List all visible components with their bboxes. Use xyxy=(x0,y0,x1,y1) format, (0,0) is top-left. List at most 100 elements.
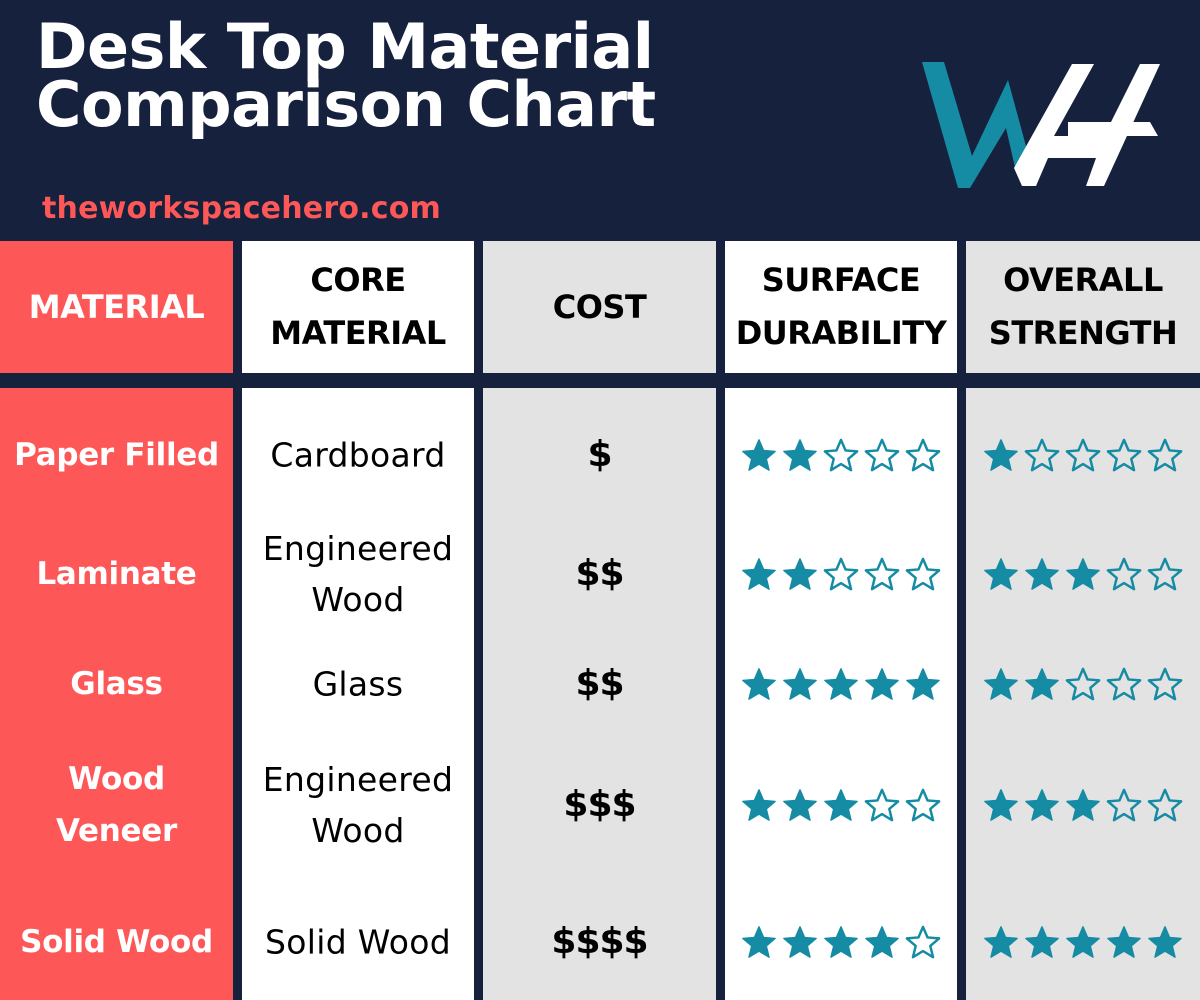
core-material-column: Cardboard Engineered Wood Glass Engineered Wo… xyxy=(242,388,474,1000)
star-rating xyxy=(982,924,1184,960)
site-url: theworkspacehero.com xyxy=(42,191,441,226)
wh-logo-icon xyxy=(922,62,1160,188)
core-material-cell-text: Solid Wood xyxy=(265,922,451,962)
material-cell: Glass xyxy=(0,658,233,710)
surface-durability-cell xyxy=(725,787,957,823)
star-filled-icon xyxy=(984,789,1018,821)
overall-strength-cell xyxy=(966,666,1200,702)
star-filled-icon xyxy=(1066,789,1100,821)
core-material-cell: Engineered Wood xyxy=(242,754,474,856)
star-filled-icon xyxy=(984,439,1018,471)
surface-durability-cell xyxy=(725,924,957,960)
material-cell-text: Glass xyxy=(70,666,163,702)
star-filled-icon xyxy=(865,668,899,700)
star-rating xyxy=(982,437,1184,473)
star-outline-icon xyxy=(864,438,900,472)
star-filled-icon xyxy=(984,926,1018,958)
star-filled-icon xyxy=(783,926,817,958)
overall-strength-cell xyxy=(966,556,1200,592)
star-filled-icon xyxy=(984,558,1018,590)
header-label: OVERALL xyxy=(1003,261,1163,299)
star-outline-icon xyxy=(1147,667,1183,701)
star-rating xyxy=(740,437,942,473)
header-banner: Desk Top Material Comparison Chart thewo… xyxy=(0,0,1200,241)
star-filled-icon xyxy=(824,789,858,821)
cost-cell-text: $$$$ xyxy=(551,921,648,962)
overall-strength-cell xyxy=(966,787,1200,823)
star-outline-icon xyxy=(905,925,941,959)
star-outline-icon xyxy=(1106,788,1142,822)
star-outline-icon xyxy=(864,557,900,591)
star-outline-icon xyxy=(1106,438,1142,472)
title-line-2: Comparison Chart xyxy=(36,68,656,141)
cost-column: $ $$ $$ $$$ $$$$ xyxy=(483,388,716,1000)
star-outline-icon xyxy=(905,788,941,822)
material-cell-text: Paper Filled xyxy=(14,437,219,473)
star-filled-icon xyxy=(1066,558,1100,590)
core-material-cell: Engineered Wood xyxy=(242,523,474,625)
core-material-cell-text: Glass xyxy=(312,664,404,704)
star-filled-icon xyxy=(783,439,817,471)
material-cell: Paper Filled xyxy=(0,429,233,481)
star-filled-icon xyxy=(783,789,817,821)
core-material-cell: Glass xyxy=(242,659,474,710)
column-header-material: MATERIAL xyxy=(0,241,233,373)
star-rating xyxy=(740,924,942,960)
surface-durability-column xyxy=(725,388,957,1000)
star-filled-icon xyxy=(783,668,817,700)
star-filled-icon xyxy=(1025,926,1059,958)
star-outline-icon xyxy=(823,557,859,591)
cost-cell-text: $ xyxy=(587,434,612,475)
star-outline-icon xyxy=(905,438,941,472)
star-rating xyxy=(740,787,942,823)
header-label: SURFACE xyxy=(761,261,921,299)
star-outline-icon xyxy=(1065,438,1101,472)
cost-cell: $$ xyxy=(483,554,716,594)
header-label: MATERIAL xyxy=(28,287,205,326)
star-filled-icon xyxy=(742,668,776,700)
star-outline-icon xyxy=(1024,438,1060,472)
star-rating xyxy=(740,556,942,592)
star-filled-icon xyxy=(1107,926,1141,958)
star-filled-icon xyxy=(742,558,776,590)
star-filled-icon xyxy=(1025,789,1059,821)
core-material-cell: Solid Wood xyxy=(242,917,474,968)
cost-cell: $$$$ xyxy=(483,922,716,962)
star-filled-icon xyxy=(1066,926,1100,958)
star-filled-icon xyxy=(824,926,858,958)
material-column: Paper Filled Laminate Glass Wood Veneer Solid… xyxy=(0,388,233,1000)
star-outline-icon xyxy=(1147,788,1183,822)
column-header-overall-strength: OVERALL STRENGTH xyxy=(966,241,1200,373)
star-filled-icon xyxy=(742,789,776,821)
star-filled-icon xyxy=(984,668,1018,700)
column-header-surface-durability: SURFACE DURABILITY xyxy=(725,241,957,373)
surface-durability-cell xyxy=(725,556,957,592)
star-outline-icon xyxy=(864,788,900,822)
header-label: DURABILITY xyxy=(735,314,947,352)
column-header-cost: COST xyxy=(483,241,716,373)
star-filled-icon xyxy=(1025,668,1059,700)
overall-strength-cell xyxy=(966,437,1200,473)
star-outline-icon xyxy=(823,438,859,472)
overall-strength-cell xyxy=(966,924,1200,960)
title-line-1: Desk Top Material xyxy=(36,10,654,83)
surface-durability-cell xyxy=(725,437,957,473)
core-material-cell-text: Engineered xyxy=(262,760,454,799)
material-cell-text: Wood xyxy=(68,761,165,797)
core-material-cell-text: Wood xyxy=(311,580,405,619)
material-cell-text: Solid Wood xyxy=(20,924,213,960)
core-material-cell: Cardboard xyxy=(242,430,474,481)
star-outline-icon xyxy=(1106,557,1142,591)
core-material-cell-text: Cardboard xyxy=(270,435,446,475)
cost-cell: $ xyxy=(483,435,716,475)
surface-durability-cell xyxy=(725,666,957,702)
cost-cell: $$ xyxy=(483,664,716,704)
star-filled-icon xyxy=(742,926,776,958)
star-outline-icon xyxy=(905,557,941,591)
star-filled-icon xyxy=(906,668,940,700)
star-rating xyxy=(982,787,1184,823)
star-outline-icon xyxy=(1065,667,1101,701)
star-rating xyxy=(982,666,1184,702)
star-filled-icon xyxy=(1148,926,1182,958)
cost-cell-text: $$$ xyxy=(563,784,636,825)
